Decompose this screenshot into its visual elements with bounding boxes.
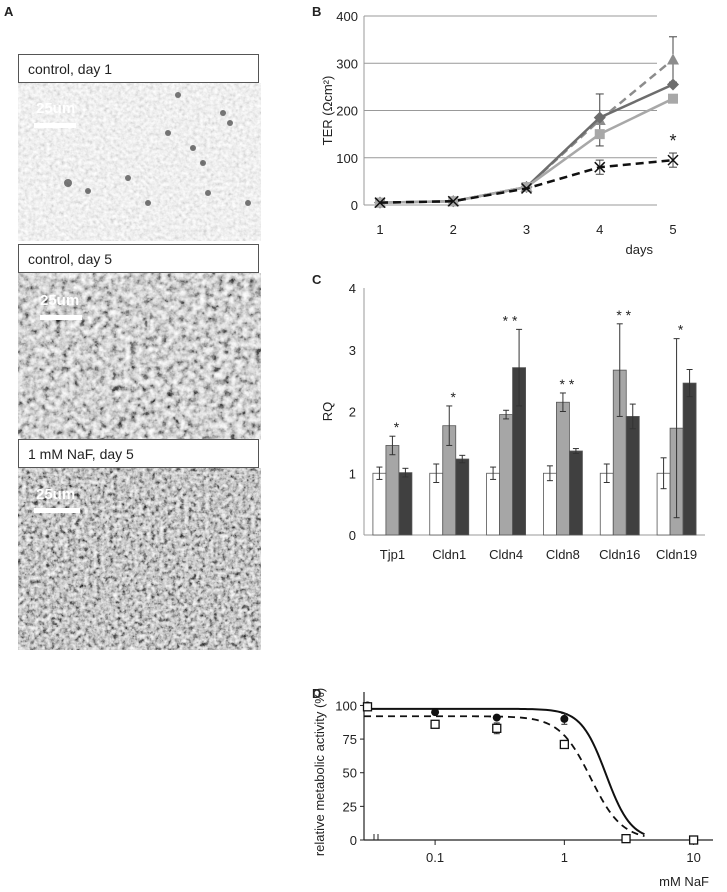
c-bar [398,472,413,536]
d-point [430,719,440,729]
scale-label-2: 25um [40,292,80,309]
d-point [559,739,570,750]
b-point [594,161,606,173]
c-ytick-label: 4 [349,281,356,296]
c-ytick-label: 0 [349,528,356,543]
c-y-axis-label: RQ [320,402,335,422]
micrograph-image-3 [18,468,261,650]
micrograph-naf-day5 [18,468,261,650]
b-xtick-label: 3 [523,222,530,237]
c-bar [385,445,400,536]
b-point [520,182,533,194]
b-point [594,129,605,140]
c-category-label: Cldn4 [489,547,523,562]
panel-label-d: D [312,686,322,701]
d-point [621,834,631,844]
c-category-label: Cldn8 [546,547,580,562]
c-bar [499,414,513,536]
d-fit-solid [364,707,645,836]
micrograph-caption-1: control, day 1 [18,54,259,83]
b-significance-star: * [669,131,676,151]
b-point [667,53,679,65]
panel-label-a: A [4,4,14,19]
d-ytick-label: 50 [343,766,357,781]
c-category-label: Cldn19 [656,547,697,562]
d-y-axis-label: relative metabolic activity (%) [312,688,327,856]
b-point [374,197,386,209]
d-point [688,835,699,845]
d-point [431,708,440,717]
c-significance-star: * * [616,307,631,323]
micrograph-image-2 [18,273,261,440]
d-ytick-label: 75 [343,732,357,747]
scale-bar-1 [34,123,76,128]
b-y-axis-label: TER (Ωcm²) [320,76,335,146]
b-point [667,78,679,91]
c-bar [372,472,387,536]
c-category-label: Cldn16 [599,547,640,562]
c-bar [455,458,470,536]
d-x-axis-label: mM NaF [659,874,709,889]
d-point [492,713,501,722]
d-xtick-label: 0.1 [426,850,444,865]
b-point [447,195,459,207]
b-ytick-label: 200 [336,104,358,119]
b-xtick-label: 5 [669,222,676,237]
d-ytick-label: 25 [343,799,357,814]
d-ytick-label: 100 [335,698,357,713]
b-xtick-label: 1 [376,222,383,237]
micrograph-image-1 [18,83,261,241]
micrograph-caption-2: control, day 5 [18,244,259,273]
d-point [492,723,502,733]
c-category-label: Cldn1 [432,547,466,562]
micrograph-control-day1 [18,83,261,241]
c-significance-star: * [451,389,457,405]
b-xtick-label: 2 [450,222,457,237]
micrograph-control-day5 [18,273,261,440]
c-ytick-label: 2 [349,405,356,420]
c-category-label: Tjp1 [380,547,405,562]
panel-label-b: B [312,4,322,19]
b-xtick-label: 4 [596,222,603,237]
d-point [560,714,569,723]
micrograph-caption-3: 1 mM NaF, day 5 [18,439,259,468]
c-bar [625,416,640,536]
b-ytick-label: 0 [351,198,358,213]
c-bar [569,450,583,536]
b-point [668,93,678,104]
scale-bar-2 [40,315,82,320]
c-significance-star: * * [503,312,518,328]
c-bar [556,401,570,536]
scale-label-3: 25um [36,486,76,503]
scale-bar-3 [34,508,80,513]
scale-label-1: 25um [36,100,76,117]
b-point [521,182,532,193]
c-significance-star: * * [560,376,575,392]
b-point [593,111,606,124]
c-bar [682,382,697,536]
b-point [667,154,679,166]
b-x-axis-label: days [626,242,654,257]
d-ytick-label: 0 [350,833,357,848]
b-ytick-label: 100 [336,151,358,166]
c-significance-star: * [678,322,684,338]
c-bar [543,472,557,536]
b-ytick-label: 400 [336,9,358,24]
c-ytick-label: 3 [349,343,356,358]
c-ytick-label: 1 [349,466,356,481]
d-point [362,702,373,712]
b-ytick-label: 300 [336,56,358,71]
panel-label-c: C [312,272,322,287]
d-fit-dashed [364,715,645,838]
c-bar [486,472,500,536]
d-xtick-label: 1 [561,850,568,865]
c-significance-star: * [394,419,400,435]
d-xtick-label: 10 [686,850,700,865]
